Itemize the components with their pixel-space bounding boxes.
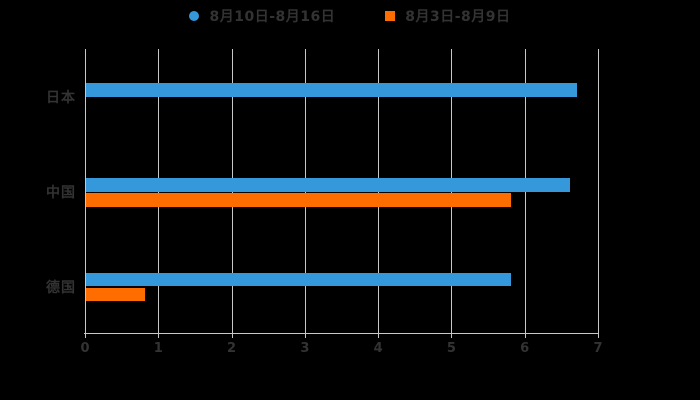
bar — [86, 272, 512, 287]
x-tick-label: 6 — [520, 341, 530, 356]
x-axis-tick — [304, 333, 306, 338]
legend-label: 8月10日-8月16日 — [209, 9, 336, 25]
bar — [86, 193, 512, 207]
x-tick-label: 3 — [300, 341, 310, 356]
legend-item-aug3-9[interactable]: 8月3日-8月9日 — [385, 6, 510, 26]
legend-circle-marker-icon — [189, 11, 200, 21]
x-axis-tick — [598, 333, 599, 338]
x-axis-tick — [158, 333, 160, 338]
bar — [86, 178, 570, 192]
x-axis-tick — [85, 333, 86, 338]
x-axis-tick — [378, 333, 380, 338]
x-tick-label: 4 — [373, 341, 383, 356]
legend-square-marker-icon — [385, 11, 396, 21]
legend-label: 8月3日-8月9日 — [405, 9, 511, 25]
gridline — [85, 49, 86, 333]
legend: 8月10日-8月16日 8月3日-8月9日 — [0, 6, 700, 26]
x-tick-label: 2 — [227, 341, 237, 356]
x-axis-line — [84, 333, 599, 334]
x-tick-label: 5 — [446, 341, 456, 356]
category-label: 日本 — [46, 90, 76, 107]
bar — [86, 287, 145, 302]
bar — [86, 83, 577, 97]
legend-item-aug10-16[interactable]: 8月10日-8月16日 — [189, 6, 335, 26]
x-tick-label: 7 — [593, 341, 603, 356]
x-axis-tick — [231, 333, 233, 338]
x-axis-tick — [524, 333, 526, 338]
x-tick-label: 1 — [153, 341, 163, 356]
category-label: 德国 — [46, 279, 76, 296]
category-label: 中国 — [46, 185, 76, 201]
x-tick-label: 0 — [80, 341, 90, 356]
x-axis-tick — [451, 333, 453, 338]
gridline — [598, 49, 599, 333]
